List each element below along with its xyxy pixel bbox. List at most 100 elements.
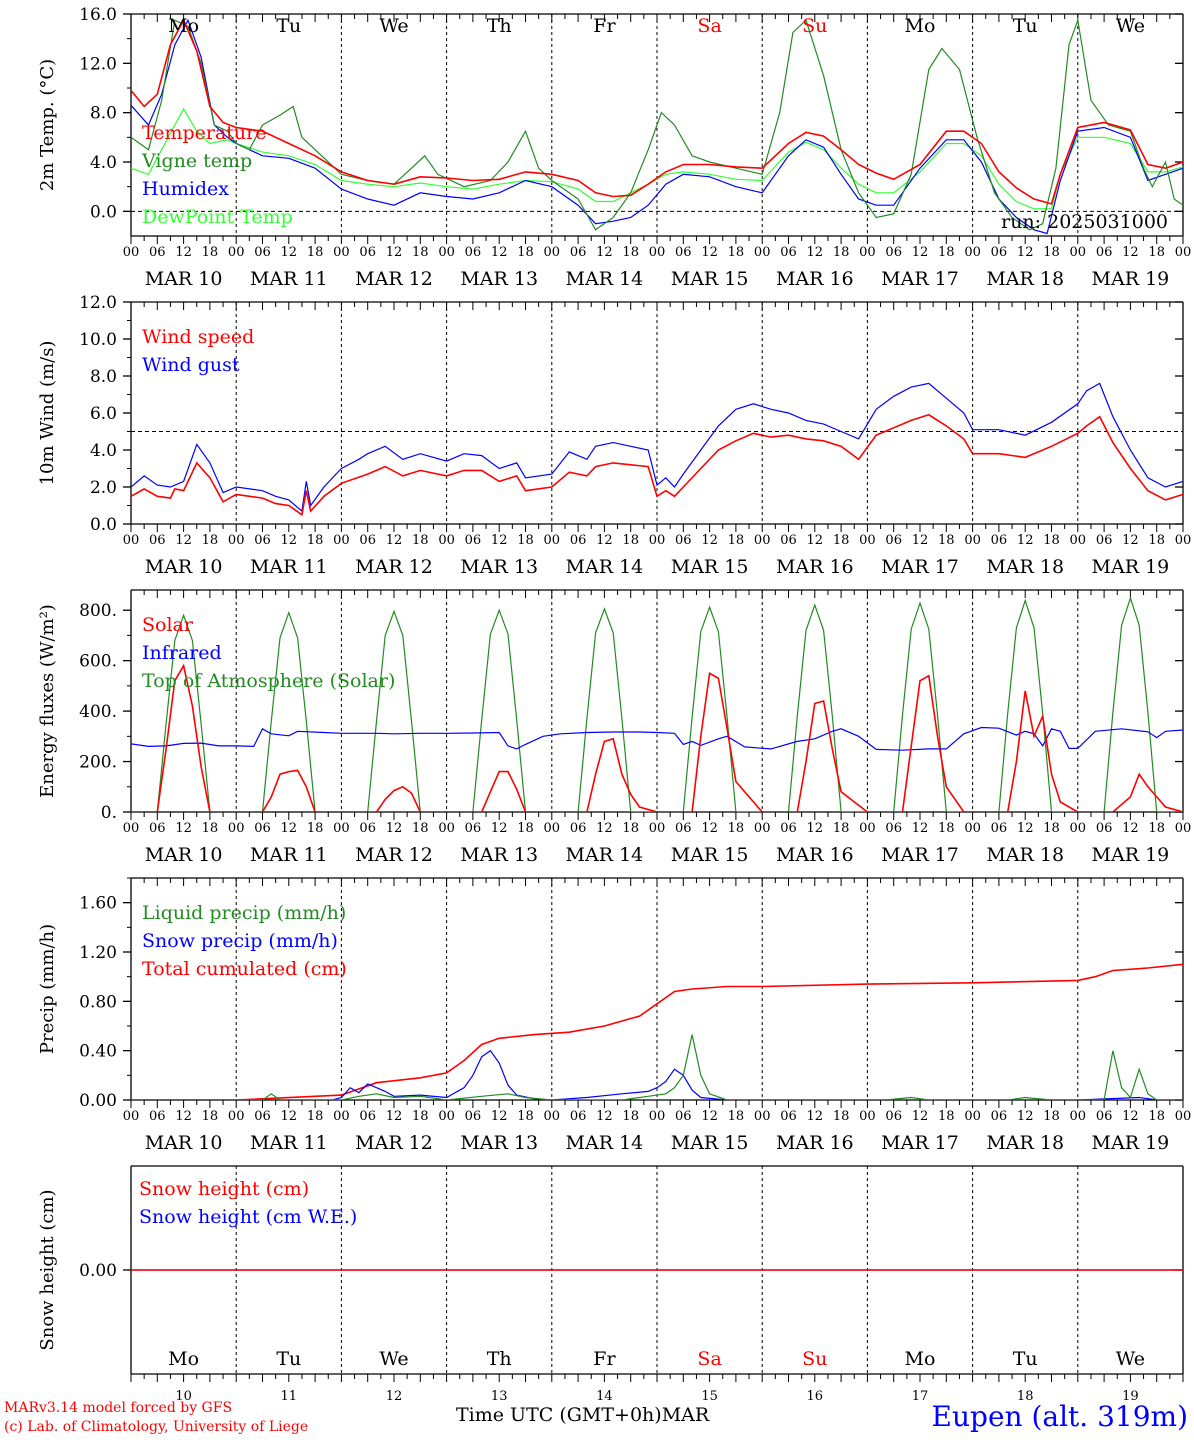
date-label: MAR 13: [460, 844, 538, 866]
hour-tick-label: 00: [1175, 821, 1192, 836]
hour-tick-label: 06: [675, 533, 692, 548]
hour-tick-label: 18: [1148, 245, 1165, 260]
y-tick-label: 800.: [79, 601, 117, 621]
weekday-label: Mo: [168, 1348, 199, 1370]
hour-tick-label: 00: [1070, 821, 1087, 836]
panel-5: [123, 1165, 1184, 1382]
date-label: MAR 16: [776, 556, 854, 578]
series-line-temperature: [131, 18, 1183, 205]
date-label: MAR 14: [566, 844, 644, 866]
hour-tick-label: 00: [228, 821, 245, 836]
hour-tick-label: 00: [438, 245, 455, 260]
hour-tick-label: 12: [807, 533, 824, 548]
y-axis-title: 2m Temp. (°C): [37, 59, 58, 191]
weekday-label: Fr: [593, 1348, 616, 1370]
hour-tick-label: 00: [1175, 1109, 1192, 1124]
hour-tick-label: 00: [438, 821, 455, 836]
hour-tick-label: 00: [438, 533, 455, 548]
weekday-label: We: [1116, 15, 1145, 37]
hour-tick-label: 18: [307, 245, 324, 260]
hour-tick-label: 12: [807, 1109, 824, 1124]
hour-tick-label: 06: [359, 245, 376, 260]
hour-tick-label: 12: [386, 533, 403, 548]
date-label: MAR 19: [1092, 844, 1170, 866]
legend-entry: Infrared: [142, 642, 222, 664]
hour-tick-label: 00: [754, 245, 771, 260]
hour-tick-label: 00: [123, 1109, 140, 1124]
series-line-wind-speed: [131, 413, 1183, 517]
series-line-total-cumulated-cm-: [131, 963, 1183, 1100]
hour-tick-label: 06: [991, 533, 1008, 548]
lab-credit: (c) Lab. of Climatology, University of L…: [4, 1419, 309, 1435]
weekday-label: Tu: [276, 15, 301, 37]
legend-entry: Vigne temp: [141, 150, 252, 172]
date-label: MAR 14: [566, 1132, 644, 1154]
hour-tick-label: 06: [465, 533, 482, 548]
hour-tick-label: 12: [1017, 533, 1034, 548]
hour-tick-label: 12: [1017, 1109, 1034, 1124]
weekday-label: Sa: [697, 15, 721, 37]
y-tick-label: 6.0: [90, 404, 117, 424]
hour-tick-label: 00: [859, 1109, 876, 1124]
y-tick-label: 1.60: [79, 894, 117, 914]
date-label: MAR 11: [250, 556, 328, 578]
hour-tick-label: 18: [517, 245, 534, 260]
hour-tick-label: 06: [254, 821, 271, 836]
series-line-wind-gust: [131, 382, 1183, 513]
hour-tick-label: 18: [1148, 533, 1165, 548]
hour-tick-label: 06: [465, 1109, 482, 1124]
hour-tick-label: 12: [701, 533, 718, 548]
hour-tick-label: 18: [938, 245, 955, 260]
hour-tick-label: 12: [596, 821, 613, 836]
hour-tick-label: 06: [570, 533, 587, 548]
legend-entry: Liquid precip (mm/h): [142, 902, 346, 924]
hour-tick-label: 18: [938, 1109, 955, 1124]
hour-tick-label: 06: [991, 245, 1008, 260]
day-number-label: 13: [491, 1389, 508, 1404]
y-tick-label: 0.0: [90, 202, 117, 222]
hour-tick-label: 00: [859, 245, 876, 260]
date-label: MAR 18: [986, 556, 1064, 578]
hour-tick-label: 06: [675, 821, 692, 836]
legend-entry: Temperature: [142, 122, 266, 144]
hour-tick-label: 12: [491, 245, 508, 260]
model-credit: MARv3.14 model forced by GFS: [4, 1400, 233, 1416]
hour-tick-label: 00: [859, 533, 876, 548]
hour-tick-label: 12: [1122, 1109, 1139, 1124]
date-label: MAR 10: [145, 556, 223, 578]
hour-tick-label: 12: [912, 245, 929, 260]
day-number-label: 12: [386, 1389, 403, 1404]
hour-tick-label: 06: [254, 533, 271, 548]
legend-entry: Solar: [142, 614, 194, 636]
date-label: MAR 13: [460, 556, 538, 578]
hour-tick-label: 12: [807, 245, 824, 260]
hour-tick-label: 12: [1017, 821, 1034, 836]
hour-tick-label: 00: [544, 821, 561, 836]
hour-tick-label: 06: [254, 1109, 271, 1124]
date-label: MAR 12: [355, 844, 433, 866]
date-label: MAR 17: [881, 268, 959, 290]
hour-tick-label: 06: [991, 821, 1008, 836]
legend-entry: Snow height (cm): [139, 1178, 309, 1200]
hour-tick-label: 06: [780, 533, 797, 548]
hour-tick-label: 00: [1070, 245, 1087, 260]
hour-tick-label: 18: [938, 533, 955, 548]
y-tick-label: 0.00: [79, 1261, 117, 1281]
hour-tick-label: 12: [596, 245, 613, 260]
date-label: MAR 18: [986, 1132, 1064, 1154]
y-tick-label: 1.20: [79, 943, 117, 963]
hour-tick-label: 00: [754, 821, 771, 836]
y-tick-label: 600.: [79, 652, 117, 672]
hour-tick-label: 18: [202, 245, 219, 260]
hour-tick-label: 18: [833, 245, 850, 260]
hour-tick-label: 06: [1096, 533, 1113, 548]
date-label: MAR 18: [986, 268, 1064, 290]
hour-tick-label: 12: [281, 533, 298, 548]
hour-tick-label: 18: [307, 821, 324, 836]
weekday-label: Th: [487, 15, 512, 37]
series-line-humidex: [131, 18, 1183, 235]
legend-entry: DewPoint Temp: [142, 206, 293, 228]
hour-tick-label: 00: [333, 245, 350, 260]
hour-tick-label: 06: [149, 1109, 166, 1124]
